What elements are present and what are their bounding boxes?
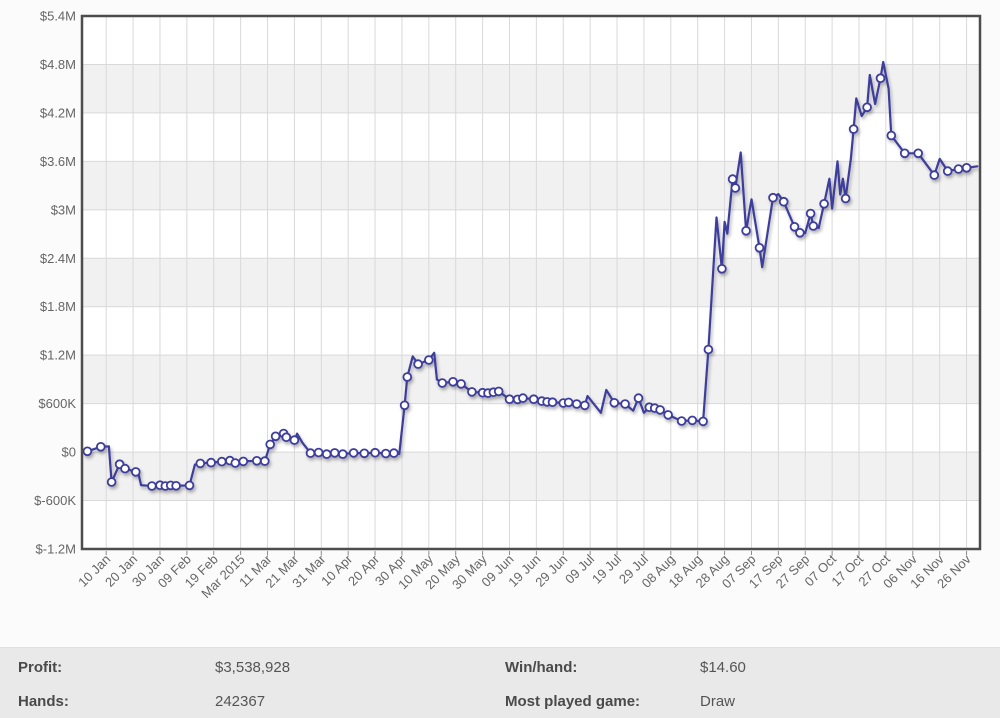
svg-text:$3.6M: $3.6M [40, 154, 76, 169]
plot-border [80, 14, 982, 551]
svg-text:09 Jul: 09 Jul [562, 551, 597, 586]
profit-graph: $5.4M $4.8M $4.2M $3.6M $3M $2.4M $1.8M $1.2M $6… [34, 9, 982, 601]
profit-chart-svg: $5.4M $4.8M $4.2M $3.6M $3M $2.4M $1.8M $1.2M $6… [34, 9, 982, 601]
hands-value: 242367 [215, 693, 266, 710]
svg-text:$4.8M: $4.8M [40, 57, 76, 72]
data-point-markers [82, 73, 972, 491]
most-played-game-label: Most played game: [505, 693, 641, 710]
gridlines [82, 15, 980, 550]
profit-series [82, 60, 979, 491]
svg-text:$-1.2M: $-1.2M [36, 542, 76, 557]
hands-label: Hands: [18, 693, 69, 710]
win-per-hand-label: Win/hand: [505, 659, 578, 676]
y-axis-labels: $5.4M $4.8M $4.2M $3.6M $3M $2.4M $1.8M $1.2M $6… [34, 9, 76, 557]
svg-text:$2.4M: $2.4M [40, 251, 76, 266]
svg-text:19 Jul: 19 Jul [589, 551, 624, 586]
svg-text:$-600K: $-600K [34, 493, 76, 508]
svg-text:$4.2M: $4.2M [40, 105, 76, 120]
profit-value: $3,538,928 [215, 659, 291, 676]
svg-text:$5.4M: $5.4M [40, 9, 76, 24]
stats-panel: Profit: $3,538,928 Win/hand: $14.60 Hand… [0, 647, 1000, 718]
stats-grid: Profit: $3,538,928 Win/hand: $14.60 Hand… [0, 648, 1000, 715]
x-axis-ticks [105, 551, 968, 555]
svg-text:$600K: $600K [38, 396, 76, 411]
most-played-game-value: Draw [700, 693, 736, 710]
svg-text:$3M: $3M [51, 202, 76, 217]
win-per-hand-value: $14.60 [700, 659, 746, 676]
svg-text:$1.8M: $1.8M [40, 299, 76, 314]
svg-text:$1.2M: $1.2M [40, 348, 76, 363]
svg-text:$0: $0 [62, 445, 76, 460]
profit-label: Profit: [18, 659, 63, 676]
